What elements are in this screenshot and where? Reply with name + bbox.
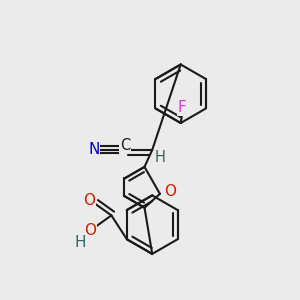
Text: F: F	[178, 100, 187, 115]
Text: N: N	[88, 142, 99, 158]
Text: C: C	[120, 138, 130, 153]
Text: O: O	[84, 223, 96, 238]
Text: H: H	[154, 150, 165, 165]
Text: H: H	[75, 235, 86, 250]
Text: O: O	[83, 193, 95, 208]
Text: O: O	[164, 184, 176, 199]
